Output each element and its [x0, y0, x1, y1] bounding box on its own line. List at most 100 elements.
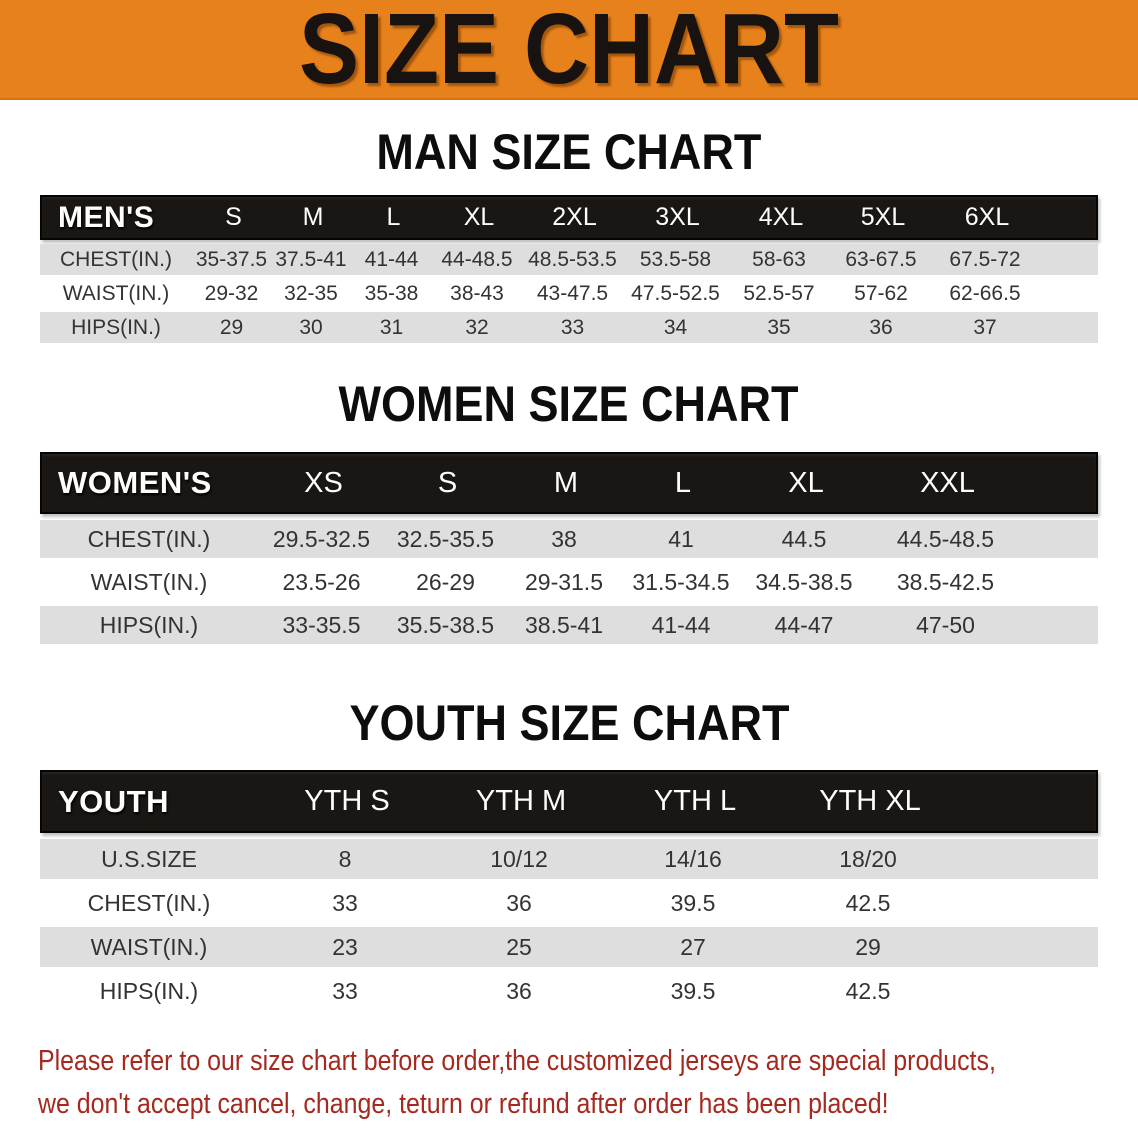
youth-size-value-cell: 39.5 — [670, 977, 716, 1004]
disclaimer-note: Please refer to our size chart before or… — [38, 1040, 1138, 1126]
youth-size-table: YOUTH YTH S YTH M YTH L YTH XL U.S.SIZE 8 10/12… — [40, 770, 1098, 1015]
women-size-value-cell: 44-47 — [774, 611, 834, 638]
youth-size-header-cell: YTH L — [653, 785, 737, 817]
women-size-value-cell: 38.5-41 — [524, 611, 603, 638]
youth-table-row: U.S.SIZE 8 10/12 14/16 18/20 — [40, 839, 1098, 879]
men-size-value-cell: 47.5-52.5 — [631, 281, 720, 305]
youth-size-value-cell: 29 — [855, 933, 881, 960]
women-size-value-cell: 35.5-38.5 — [396, 611, 495, 638]
youth-size-value-cell: 27 — [680, 933, 706, 960]
banner-title: SIZE CHART — [299, 0, 839, 105]
men-size-header-cell: 2XL — [552, 203, 597, 231]
men-size-table: MEN'S S M L XL 2XL 3XL 4XL 5XL 6XL CHEST(IN.) 35-37… — [40, 195, 1098, 346]
women-size-value-cell: 47-50 — [916, 611, 975, 638]
men-size-value-cell: 33 — [560, 315, 585, 339]
women-table-row: WAIST(IN.) 23.5-26 26-29 29-31.5 31.5-34.5 34… — [40, 563, 1098, 601]
men-size-value-cell: 48.5-53.5 — [528, 247, 617, 271]
men-size-header-cell: 3XL — [655, 203, 700, 231]
youth-table-corner-label: YOUTH — [58, 783, 169, 819]
youth-size-value-cell: 10/12 — [490, 845, 548, 872]
women-table-row: CHEST(IN.) 29.5-32.5 32.5-35.5 38 41 44.5 44.5… — [40, 520, 1098, 558]
disclaimer-line-2: we don't accept cancel, change, teturn o… — [38, 1088, 889, 1120]
youth-row-label: WAIST(IN.) — [90, 933, 208, 960]
men-size-value-cell: 37.5-41 — [275, 247, 347, 271]
youth-size-value-cell: 33 — [332, 889, 358, 916]
men-size-value-cell: 38-43 — [450, 281, 504, 305]
youth-table-row: HIPS(IN.) 33 36 39.5 42.5 — [40, 971, 1098, 1011]
women-size-header-cell: XXL — [920, 466, 975, 499]
women-size-value-cell: 34.5-38.5 — [755, 568, 853, 595]
women-size-header-cell: M — [553, 466, 579, 499]
men-table-row: HIPS(IN.) 29 30 31 32 33 34 35 36 37 — [40, 312, 1098, 343]
men-table-header-row: MEN'S S M L XL 2XL 3XL 4XL 5XL 6XL — [40, 195, 1098, 240]
youth-size-header-cell: YTH XL — [819, 785, 921, 817]
youth-size-value-cell: 18/20 — [839, 845, 897, 872]
men-size-header-cell: 6XL — [964, 203, 1010, 231]
women-size-header-cell: L — [674, 466, 692, 499]
men-size-value-cell: 41-44 — [364, 247, 419, 271]
men-row-label: WAIST(IN.) — [62, 281, 170, 305]
men-size-value-cell: 43-47.5 — [536, 281, 609, 305]
youth-size-value-cell: 8 — [338, 845, 352, 872]
men-size-value-cell: 58-63 — [752, 247, 806, 271]
women-size-value-cell: 44.5 — [781, 525, 827, 552]
women-size-value-cell: 44.5-48.5 — [896, 525, 995, 552]
youth-section-heading: YOUTH SIZE CHART — [0, 698, 1138, 748]
men-size-value-cell: 34 — [663, 315, 688, 339]
men-size-value-cell: 36 — [869, 315, 893, 339]
men-size-value-cell: 30 — [299, 315, 323, 339]
men-row-label: HIPS(IN.) — [71, 315, 161, 339]
men-size-value-cell: 37 — [973, 315, 997, 339]
men-size-header-cell: S — [225, 203, 242, 231]
youth-table-row: WAIST(IN.) 23 25 27 29 — [40, 927, 1098, 967]
women-table-corner-label: WOMEN'S — [58, 465, 212, 500]
men-size-value-cell: 53.5-58 — [639, 247, 712, 271]
youth-size-value-cell: 33 — [332, 977, 358, 1004]
women-size-value-cell: 29-31.5 — [524, 568, 603, 595]
women-size-value-cell: 26-29 — [416, 568, 475, 595]
women-section-heading-text: WOMEN SIZE CHART — [339, 376, 799, 432]
youth-size-value-cell: 42.5 — [845, 977, 891, 1004]
men-size-value-cell: 35-38 — [364, 281, 419, 305]
youth-row-label: HIPS(IN.) — [99, 977, 199, 1004]
men-section-heading-text: MAN SIZE CHART — [376, 124, 762, 180]
men-size-value-cell: 35-37.5 — [195, 247, 268, 271]
men-size-value-cell: 67.5-72 — [949, 247, 1021, 271]
youth-table-header-row: YOUTH YTH S YTH M YTH L YTH XL — [40, 770, 1098, 833]
women-table-row: HIPS(IN.) 33-35.5 35.5-38.5 38.5-41 41-44 44-… — [40, 606, 1098, 644]
men-size-value-cell: 32-35 — [284, 281, 338, 305]
men-section-heading: MAN SIZE CHART — [0, 127, 1138, 177]
women-size-value-cell: 33-35.5 — [282, 611, 361, 638]
youth-table-row: CHEST(IN.) 33 36 39.5 42.5 — [40, 883, 1098, 923]
men-size-header-cell: 4XL — [758, 203, 804, 231]
women-table-header-row: WOMEN'S XS S M L XL XXL — [40, 452, 1098, 514]
youth-size-value-cell: 39.5 — [670, 889, 716, 916]
men-size-header-cell: XL — [463, 203, 495, 231]
women-size-value-cell: 32.5-35.5 — [396, 525, 495, 552]
women-row-label: CHEST(IN.) — [87, 525, 211, 552]
women-size-table: WOMEN'S XS S M L XL XXL CHEST(IN.) 29.5-32.5 32.5… — [40, 452, 1098, 649]
youth-size-value-cell: 42.5 — [845, 889, 891, 916]
men-table-row: CHEST(IN.) 35-37.5 37.5-41 41-44 44-48.5 48.5… — [40, 244, 1098, 275]
men-size-value-cell: 35 — [767, 315, 791, 339]
men-size-value-cell: 63-67.5 — [845, 247, 917, 271]
women-section-heading: WOMEN SIZE CHART — [0, 379, 1138, 429]
women-size-value-cell: 29.5-32.5 — [272, 525, 371, 552]
men-size-header-cell: M — [302, 203, 324, 231]
youth-size-value-cell: 25 — [506, 933, 532, 960]
youth-row-label: CHEST(IN.) — [87, 889, 211, 916]
men-size-value-cell: 44-48.5 — [441, 247, 513, 271]
men-size-value-cell: 62-66.5 — [949, 281, 1021, 305]
women-row-label: HIPS(IN.) — [99, 611, 199, 638]
youth-size-header-cell: YTH S — [304, 785, 390, 817]
men-table-row: WAIST(IN.) 29-32 32-35 35-38 38-43 43-47.5 47.… — [40, 278, 1098, 309]
women-size-header-cell: XS — [304, 466, 343, 499]
youth-size-value-cell: 14/16 — [664, 845, 722, 872]
disclaimer-line-1: Please refer to our size chart before or… — [38, 1045, 996, 1077]
women-size-value-cell: 41-44 — [651, 611, 711, 638]
men-size-header-cell: L — [386, 203, 401, 231]
women-size-value-cell: 23.5-26 — [282, 568, 361, 595]
women-size-header-cell: XL — [788, 466, 824, 499]
youth-row-label: U.S.SIZE — [101, 845, 197, 872]
